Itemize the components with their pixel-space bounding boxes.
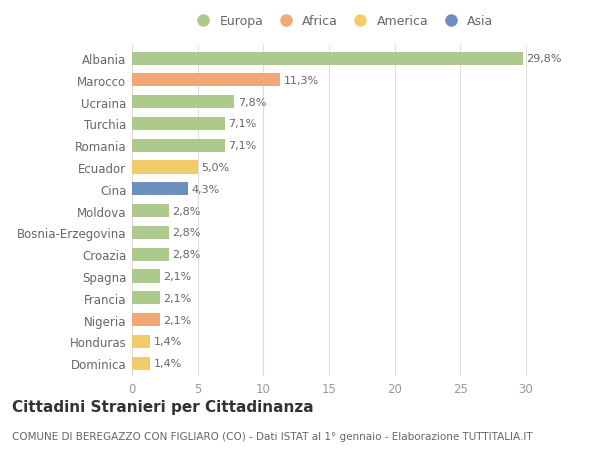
Text: 4,3%: 4,3% [192, 185, 220, 195]
Text: 7,1%: 7,1% [229, 141, 257, 151]
Text: 2,8%: 2,8% [172, 228, 200, 238]
Bar [132, 291, 160, 305]
Bar [132, 248, 169, 261]
Bar [132, 226, 169, 240]
Text: 2,8%: 2,8% [172, 250, 200, 260]
Bar [132, 118, 225, 131]
Bar [132, 357, 151, 370]
Bar [132, 52, 523, 66]
Legend: Europa, Africa, America, Asia: Europa, Africa, America, Asia [188, 12, 496, 30]
Bar [132, 205, 169, 218]
Bar [132, 96, 235, 109]
Text: 7,8%: 7,8% [238, 97, 266, 107]
Bar [132, 74, 280, 87]
Text: 1,4%: 1,4% [154, 358, 182, 368]
Bar [132, 313, 160, 326]
Text: COMUNE DI BEREGAZZO CON FIGLIARO (CO) - Dati ISTAT al 1° gennaio - Elaborazione : COMUNE DI BEREGAZZO CON FIGLIARO (CO) - … [12, 431, 533, 442]
Bar [132, 335, 151, 348]
Text: 7,1%: 7,1% [229, 119, 257, 129]
Text: 1,4%: 1,4% [154, 336, 182, 347]
Text: 29,8%: 29,8% [526, 54, 562, 64]
Text: 2,1%: 2,1% [163, 293, 191, 303]
Bar [132, 270, 160, 283]
Bar [132, 161, 197, 174]
Text: 11,3%: 11,3% [284, 76, 319, 86]
Bar [132, 140, 225, 152]
Text: Cittadini Stranieri per Cittadinanza: Cittadini Stranieri per Cittadinanza [12, 399, 314, 414]
Text: 2,1%: 2,1% [163, 315, 191, 325]
Text: 2,1%: 2,1% [163, 271, 191, 281]
Text: 2,8%: 2,8% [172, 206, 200, 216]
Text: 5,0%: 5,0% [201, 162, 229, 173]
Bar [132, 183, 188, 196]
